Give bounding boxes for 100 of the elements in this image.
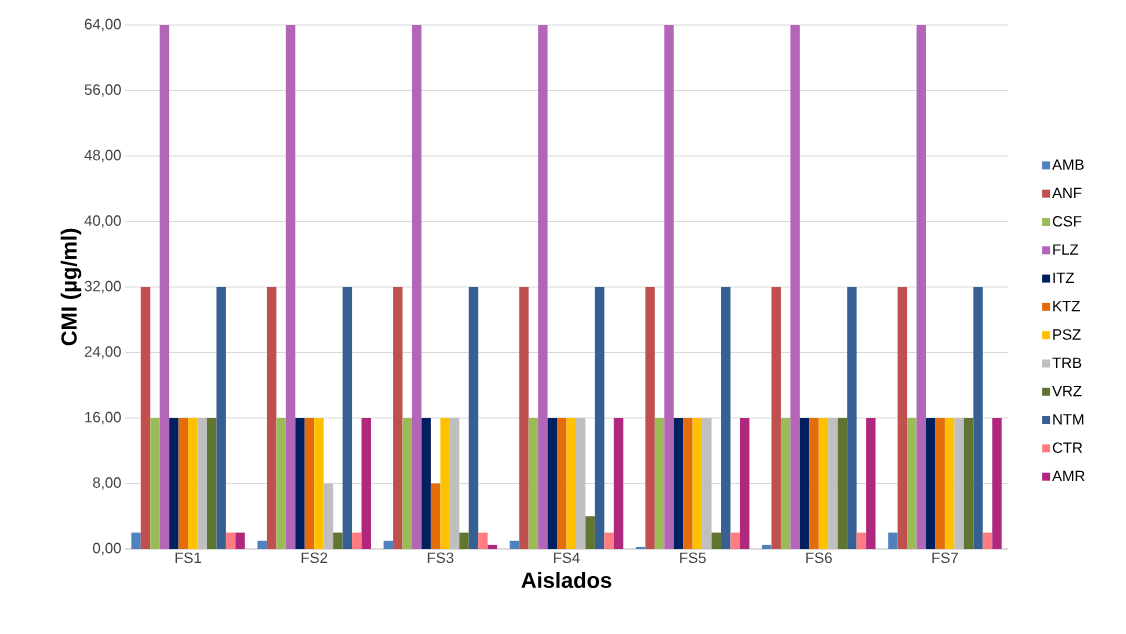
bar — [411, 24, 422, 549]
bar — [856, 532, 867, 549]
bar — [459, 532, 469, 549]
x-tick-label: FS6 — [806, 552, 832, 564]
x-tick-label: FS1 — [175, 552, 202, 564]
legend-label: AMR — [1052, 470, 1085, 482]
bar — [645, 286, 655, 549]
bar — [449, 417, 460, 549]
bar — [654, 417, 665, 549]
x-tick-label: FS7 — [932, 552, 958, 564]
bar — [557, 417, 567, 549]
bar — [150, 417, 160, 549]
bar — [440, 417, 450, 549]
legend-label: AMB — [1052, 159, 1084, 170]
bar — [916, 24, 927, 549]
bar — [131, 532, 141, 549]
bar — [487, 544, 498, 549]
legend-label: VRZ — [1052, 385, 1082, 397]
legend-label: ITZ — [1053, 272, 1075, 283]
bar — [304, 417, 315, 549]
bar — [799, 417, 810, 549]
bar — [809, 417, 819, 549]
bar — [702, 417, 712, 549]
bar — [907, 417, 917, 549]
bar — [683, 417, 693, 549]
bar — [692, 417, 703, 549]
bar — [225, 532, 236, 549]
bar — [944, 417, 955, 549]
bar — [837, 417, 848, 549]
y-tick-label: 64,00 — [84, 18, 121, 32]
bar — [771, 286, 781, 549]
bar — [828, 417, 838, 549]
bar — [393, 286, 403, 549]
bar — [585, 516, 595, 549]
bar — [257, 540, 267, 549]
x-tick-label: FS3 — [427, 552, 454, 564]
bar — [673, 417, 684, 549]
bar — [207, 417, 217, 549]
bar — [664, 24, 674, 549]
y-tick-label: 32,00 — [84, 280, 121, 294]
y-tick-label: 56,00 — [84, 84, 121, 97]
bar — [266, 286, 277, 549]
bar — [178, 417, 189, 549]
bar — [430, 483, 441, 549]
bar — [468, 286, 479, 549]
bar — [935, 417, 945, 549]
bar — [333, 532, 343, 549]
bar — [547, 417, 558, 549]
bar — [818, 417, 829, 549]
bar — [604, 532, 614, 549]
y-tick-label: 40,00 — [84, 215, 121, 228]
y-tick-label: 16,00 — [85, 411, 121, 425]
bar — [509, 540, 520, 549]
x-tick-label: FS4 — [554, 552, 580, 564]
bar — [235, 532, 245, 549]
legend-label: CTR — [1052, 442, 1083, 453]
bar — [140, 286, 151, 549]
bar — [421, 417, 431, 549]
bar — [169, 417, 179, 549]
bar — [613, 417, 624, 549]
bar — [314, 417, 324, 549]
bar — [926, 417, 936, 549]
bar — [866, 417, 876, 549]
legend-label: NTM — [1053, 414, 1084, 425]
bar — [197, 417, 207, 549]
bar — [295, 417, 305, 549]
bar — [847, 286, 857, 549]
y-tick-label: 8,00 — [93, 477, 121, 490]
bar — [478, 532, 488, 549]
bar — [159, 24, 170, 549]
bar — [982, 532, 993, 549]
bar — [352, 532, 362, 549]
bar — [780, 417, 791, 549]
bar — [402, 417, 412, 549]
bar — [954, 417, 964, 549]
bar — [323, 483, 334, 549]
bar — [635, 546, 646, 549]
bar — [566, 417, 576, 549]
x-axis-title: Aislados — [521, 571, 612, 589]
bar — [790, 24, 800, 549]
bar — [963, 417, 974, 549]
y-tick-label: 0,00 — [92, 542, 121, 556]
bar — [519, 286, 529, 549]
bar — [188, 417, 198, 549]
legend-label: PSZ — [1053, 329, 1081, 340]
bar — [739, 417, 750, 549]
legend-label: TRB — [1052, 357, 1082, 368]
legend-label: CSF — [1052, 216, 1082, 227]
bar — [285, 24, 296, 549]
x-tick-label: FS5 — [680, 552, 706, 564]
y-axis-title: CMI (µg/ml) — [60, 228, 82, 346]
bar — [342, 286, 353, 549]
bar — [276, 417, 286, 549]
bar — [216, 286, 226, 549]
bar — [992, 417, 1002, 549]
y-tick-label: 48,00 — [84, 149, 121, 163]
bar — [711, 532, 722, 549]
legend-label: KTZ — [1053, 300, 1080, 312]
bar — [594, 286, 605, 549]
bar — [528, 417, 539, 549]
